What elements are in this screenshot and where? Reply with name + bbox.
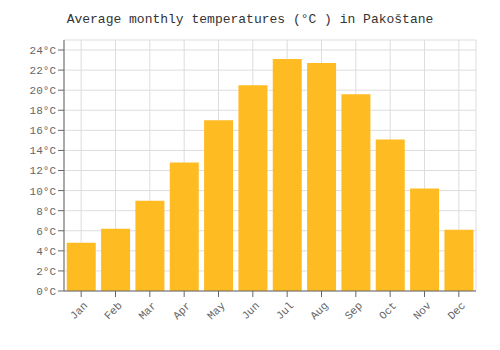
svg-text:14°C: 14°C — [30, 145, 57, 157]
svg-text:18°C: 18°C — [30, 105, 57, 117]
svg-text:16°C: 16°C — [30, 125, 57, 137]
svg-text:12°C: 12°C — [30, 165, 57, 177]
svg-text:2°C: 2°C — [36, 266, 56, 278]
svg-text:Mar: Mar — [137, 300, 159, 322]
svg-text:Oct: Oct — [377, 300, 399, 322]
svg-text:Jan: Jan — [68, 300, 90, 322]
svg-text:Jun: Jun — [240, 300, 262, 322]
svg-text:Apr: Apr — [171, 300, 193, 322]
svg-text:20°C: 20°C — [30, 85, 57, 97]
svg-text:0°C: 0°C — [36, 286, 56, 298]
svg-text:8°C: 8°C — [36, 206, 56, 218]
svg-text:4°C: 4°C — [36, 246, 56, 258]
svg-text:Nov: Nov — [411, 299, 434, 322]
svg-text:Feb: Feb — [102, 300, 124, 322]
svg-text:Sep: Sep — [343, 300, 365, 322]
svg-text:Jul: Jul — [274, 300, 296, 322]
svg-text:May: May — [205, 299, 228, 322]
svg-text:22°C: 22°C — [30, 65, 57, 77]
svg-text:24°C: 24°C — [30, 45, 57, 57]
svg-text:10°C: 10°C — [30, 186, 57, 198]
svg-text:Aug: Aug — [308, 300, 330, 322]
html-text:Average monthly temperatures (: Average monthly temperatures (°C ) in Pa… — [66, 12, 434, 27]
svg-text:6°C: 6°C — [36, 226, 56, 238]
svg-text:Dec: Dec — [446, 300, 468, 322]
